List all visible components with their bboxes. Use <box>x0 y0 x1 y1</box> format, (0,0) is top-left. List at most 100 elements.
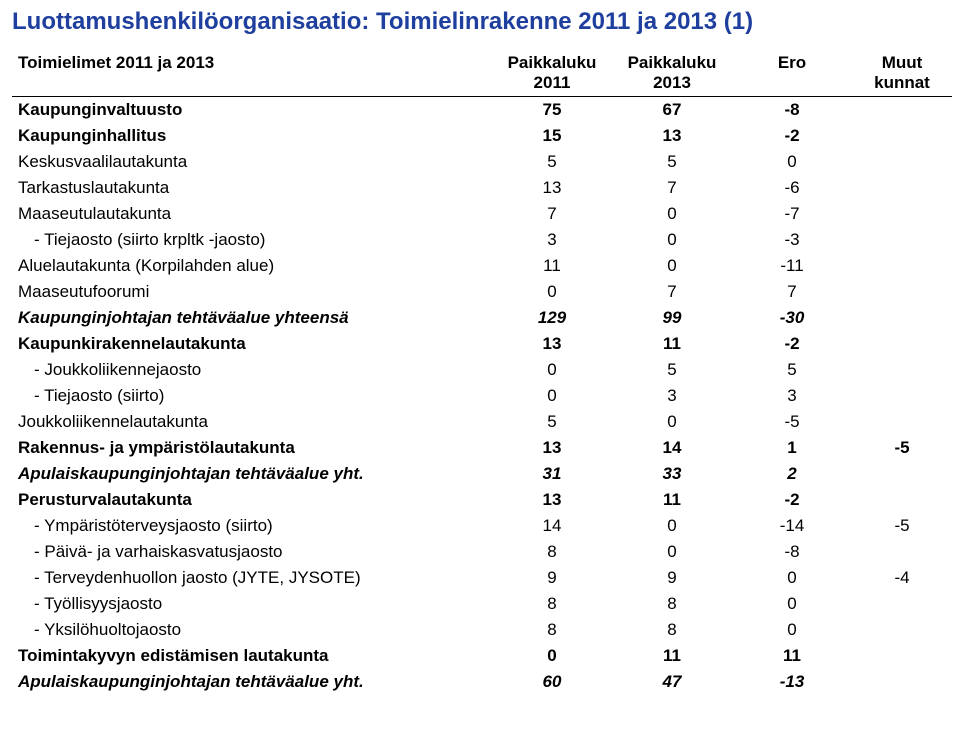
row-value-cell: 7 <box>492 201 612 227</box>
col-header-2013-l2: 2013 <box>653 73 691 92</box>
row-value-cell: 5 <box>612 357 732 383</box>
row-value-cell: 67 <box>612 97 732 124</box>
row-value-cell <box>852 253 952 279</box>
col-header-2011-l1: Paikkaluku <box>508 53 597 72</box>
row-name-cell: Toimintakyvyn edistämisen lautakunta <box>12 643 492 669</box>
table-row: - Päivä- ja varhaiskasvatusjaosto80-8 <box>12 539 952 565</box>
col-header-2011-l2: 2011 <box>534 73 571 92</box>
row-value-cell: 13 <box>492 331 612 357</box>
row-value-cell: 5 <box>492 409 612 435</box>
row-value-cell: 0 <box>612 513 732 539</box>
row-name-cell: Apulaiskaupunginjohtajan tehtäväalue yht… <box>12 461 492 487</box>
row-value-cell <box>852 487 952 513</box>
row-value-cell: -3 <box>732 227 852 253</box>
row-name-cell: - Tiejaosto (siirto krpltk -jaosto) <box>12 227 492 253</box>
row-value-cell: 99 <box>612 305 732 331</box>
row-value-cell: 11 <box>732 643 852 669</box>
row-value-cell: 8 <box>492 591 612 617</box>
row-value-cell: 7 <box>732 279 852 305</box>
row-value-cell: -6 <box>732 175 852 201</box>
row-name-cell: - Työllisyysjaosto <box>12 591 492 617</box>
row-name-cell: - Yksilöhuoltojaosto <box>12 617 492 643</box>
row-value-cell: 0 <box>492 279 612 305</box>
table-row: Rakennus- ja ympäristölautakunta13141-5 <box>12 435 952 461</box>
row-value-cell: 9 <box>612 565 732 591</box>
col-header-ero: Ero <box>732 50 852 97</box>
row-name-cell: Rakennus- ja ympäristölautakunta <box>12 435 492 461</box>
table-row: Perusturvalautakunta1311-2 <box>12 487 952 513</box>
table-body: Kaupunginvaltuusto7567-8Kaupunginhallitu… <box>12 97 952 696</box>
row-value-cell: -2 <box>732 331 852 357</box>
row-value-cell: 2 <box>732 461 852 487</box>
row-value-cell <box>852 539 952 565</box>
row-value-cell: -30 <box>732 305 852 331</box>
row-value-cell <box>852 175 952 201</box>
table-row: Kaupunkirakennelautakunta1311-2 <box>12 331 952 357</box>
row-value-cell: -8 <box>732 539 852 565</box>
row-name-cell: Kaupunginjohtajan tehtäväalue yhteensä <box>12 305 492 331</box>
row-value-cell: -14 <box>732 513 852 539</box>
col-header-2013-l1: Paikkaluku <box>628 53 717 72</box>
row-value-cell: 0 <box>612 201 732 227</box>
row-value-cell <box>852 123 952 149</box>
row-value-cell: 7 <box>612 175 732 201</box>
row-value-cell: 11 <box>612 487 732 513</box>
row-name-cell: Apulaiskaupunginjohtajan tehtäväalue yht… <box>12 669 492 695</box>
table-row: - Terveydenhuollon jaosto (JYTE, JYSOTE)… <box>12 565 952 591</box>
row-value-cell: 0 <box>492 383 612 409</box>
table-header-row: Toimielimet 2011 ja 2013 Paikkaluku 2011… <box>12 50 952 97</box>
row-value-cell: -2 <box>732 123 852 149</box>
row-name-cell: - Ympäristöterveysjaosto (siirto) <box>12 513 492 539</box>
row-value-cell: -7 <box>732 201 852 227</box>
row-value-cell: 8 <box>492 617 612 643</box>
row-name-cell: Kaupunginhallitus <box>12 123 492 149</box>
row-value-cell: 14 <box>612 435 732 461</box>
row-value-cell <box>852 669 952 695</box>
row-value-cell: 8 <box>612 591 732 617</box>
table-row: Keskusvaalilautakunta550 <box>12 149 952 175</box>
row-value-cell: 13 <box>612 123 732 149</box>
row-value-cell: 0 <box>612 539 732 565</box>
org-table: Toimielimet 2011 ja 2013 Paikkaluku 2011… <box>12 50 952 695</box>
row-value-cell: -2 <box>732 487 852 513</box>
row-value-cell: 7 <box>612 279 732 305</box>
table-row: Aluelautakunta (Korpilahden alue)110-11 <box>12 253 952 279</box>
row-value-cell: -5 <box>852 435 952 461</box>
col-header-muut: Muut kunnat <box>852 50 952 97</box>
row-name-cell: Kaupunginvaltuusto <box>12 97 492 124</box>
table-row: Apulaiskaupunginjohtajan tehtäväalue yht… <box>12 669 952 695</box>
row-value-cell <box>852 357 952 383</box>
table-row: - Joukkoliikennejaosto055 <box>12 357 952 383</box>
row-name-cell: Tarkastuslautakunta <box>12 175 492 201</box>
row-value-cell <box>852 617 952 643</box>
table-row: Kaupunginhallitus1513-2 <box>12 123 952 149</box>
col-header-2011: Paikkaluku 2011 <box>492 50 612 97</box>
row-value-cell: 0 <box>612 409 732 435</box>
table-row: Joukkoliikennelautakunta50-5 <box>12 409 952 435</box>
row-value-cell: 0 <box>492 357 612 383</box>
row-value-cell: 3 <box>732 383 852 409</box>
row-value-cell: 9 <box>492 565 612 591</box>
row-value-cell: 8 <box>612 617 732 643</box>
row-value-cell <box>852 149 952 175</box>
row-name-cell: Maaseutufoorumi <box>12 279 492 305</box>
row-value-cell: 0 <box>732 591 852 617</box>
row-value-cell: -4 <box>852 565 952 591</box>
row-value-cell: 129 <box>492 305 612 331</box>
row-value-cell: -13 <box>732 669 852 695</box>
row-value-cell: 0 <box>612 253 732 279</box>
row-value-cell: 5 <box>612 149 732 175</box>
row-value-cell: -5 <box>852 513 952 539</box>
row-value-cell: 3 <box>612 383 732 409</box>
row-value-cell: 15 <box>492 123 612 149</box>
row-value-cell: 0 <box>732 565 852 591</box>
row-value-cell: 33 <box>612 461 732 487</box>
row-name-cell: - Terveydenhuollon jaosto (JYTE, JYSOTE) <box>12 565 492 591</box>
row-value-cell: 60 <box>492 669 612 695</box>
row-value-cell: 13 <box>492 487 612 513</box>
table-row: Kaupunginjohtajan tehtäväalue yhteensä12… <box>12 305 952 331</box>
row-value-cell <box>852 591 952 617</box>
table-row: Tarkastuslautakunta137-6 <box>12 175 952 201</box>
row-value-cell: 5 <box>492 149 612 175</box>
row-name-cell: Kaupunkirakennelautakunta <box>12 331 492 357</box>
